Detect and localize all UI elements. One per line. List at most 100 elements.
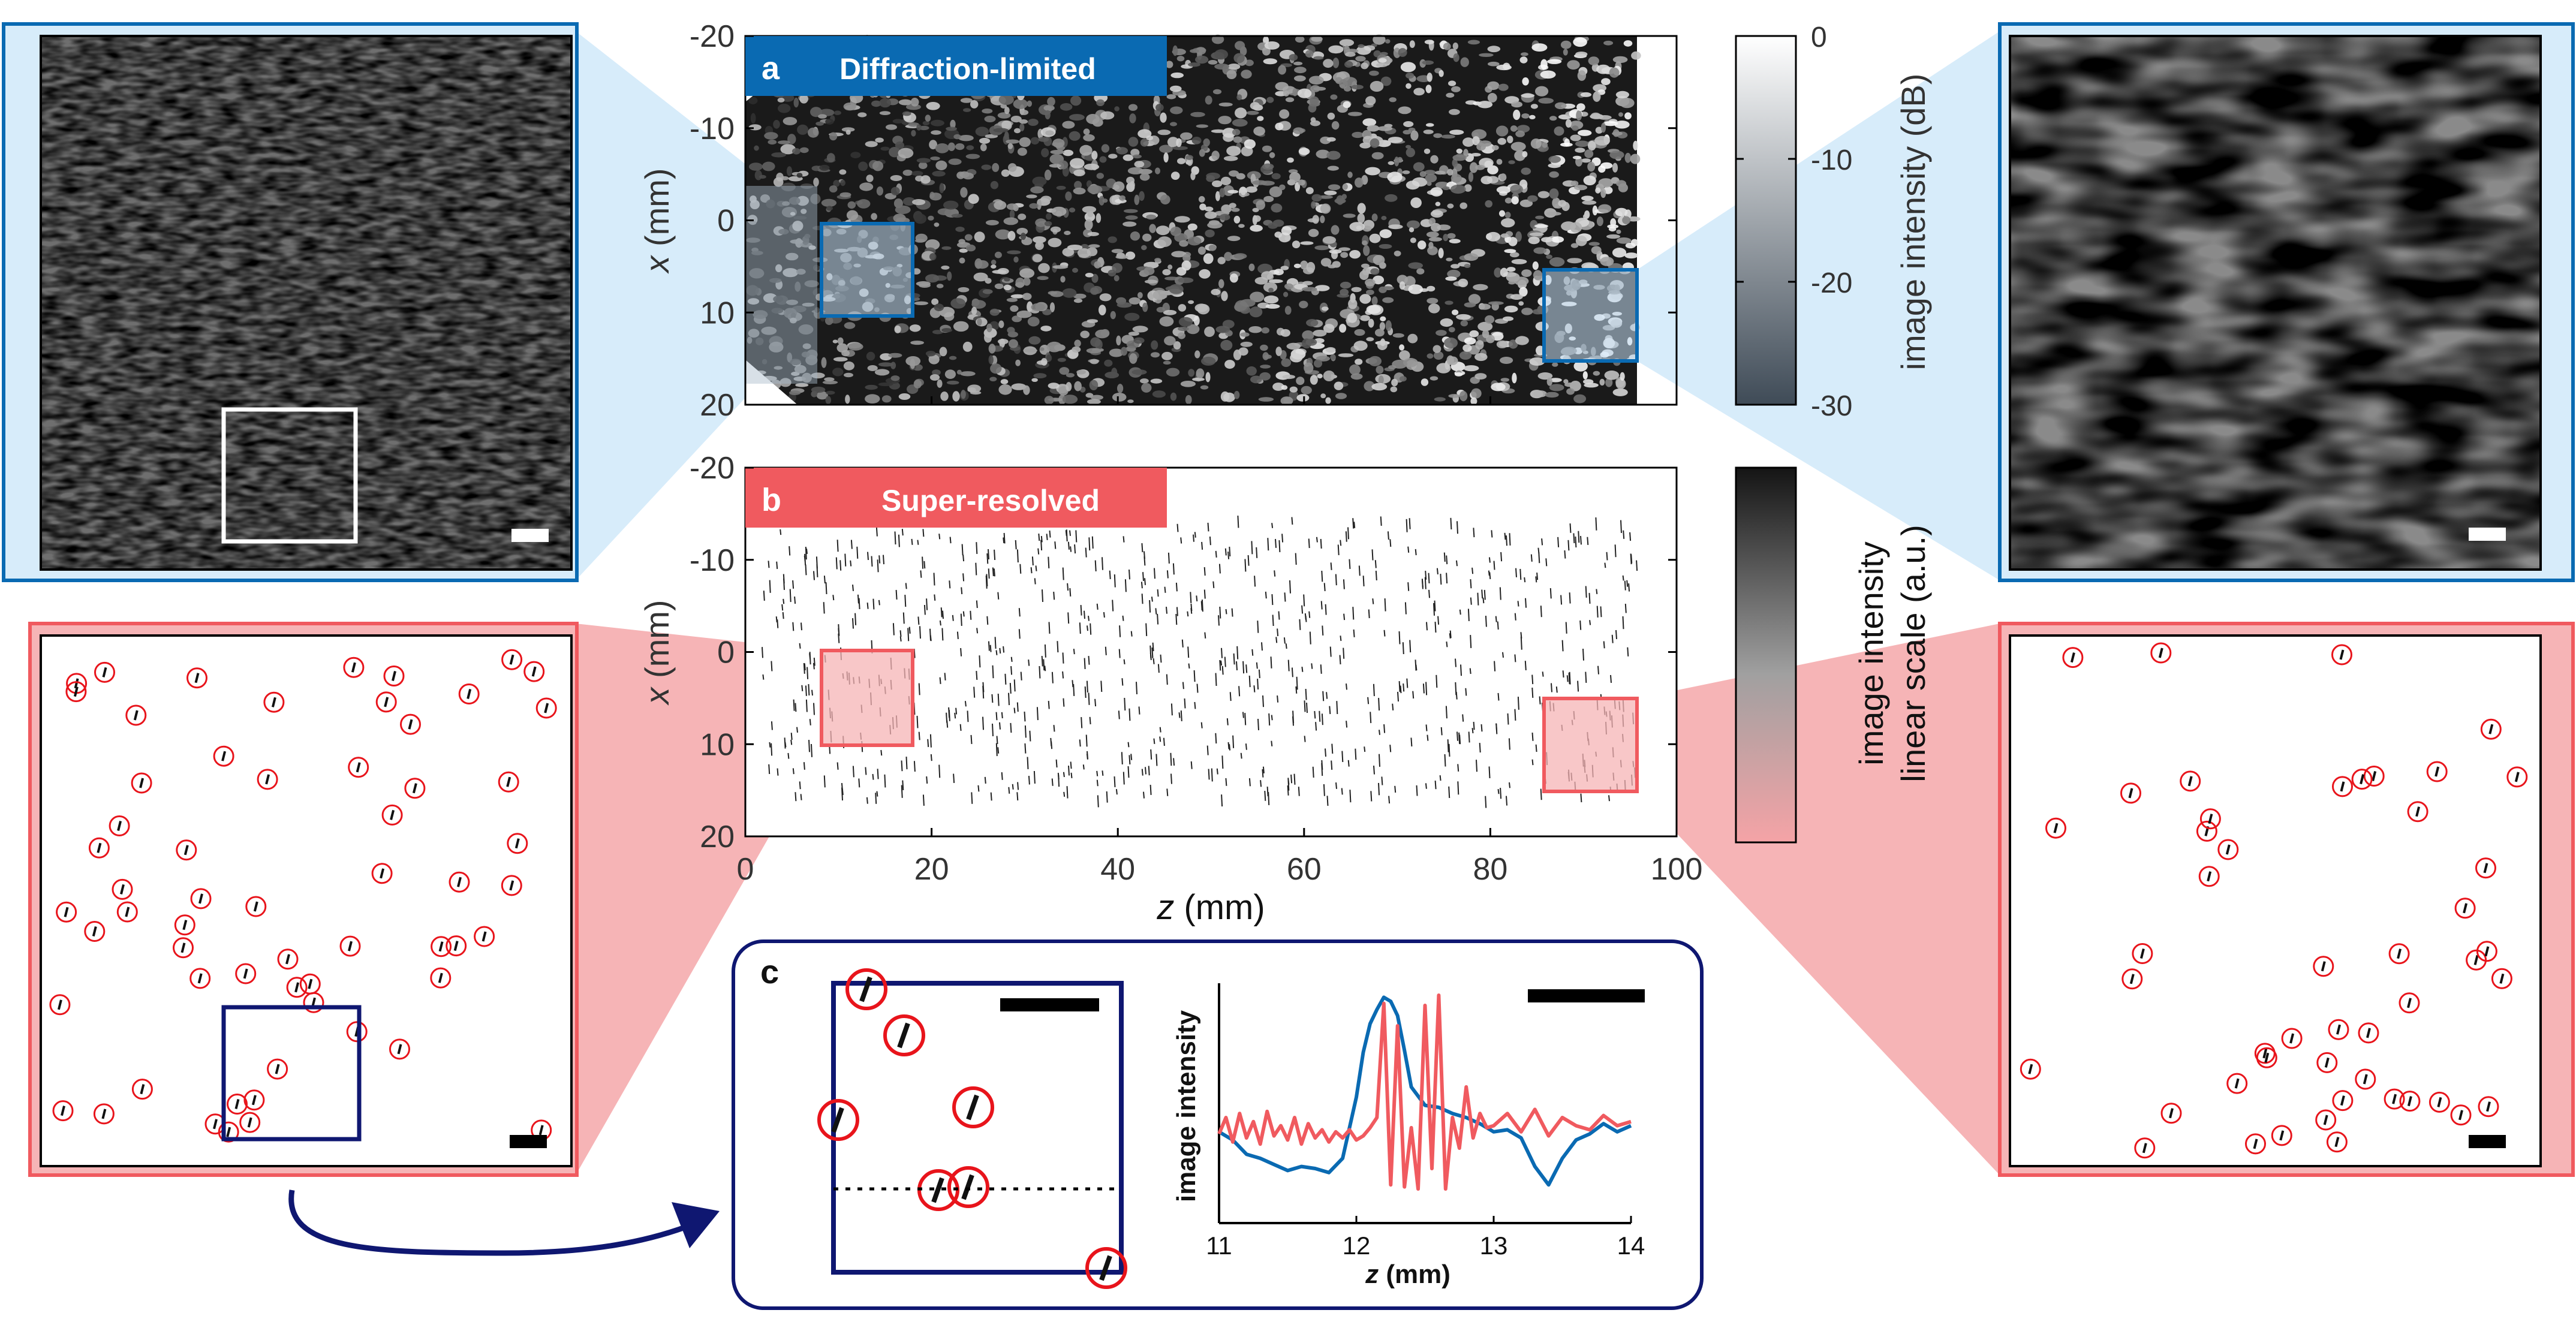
speckle-blob — [1378, 375, 1384, 384]
localization-point — [852, 766, 854, 778]
speckle-blob — [1492, 145, 1499, 150]
localization-point — [1233, 653, 1235, 665]
localization-circle — [2160, 1103, 2182, 1124]
speckle-blob — [1003, 217, 1019, 225]
speckle-blob — [796, 195, 809, 206]
speckle-blob — [1003, 284, 1012, 291]
speckle-blob — [1205, 211, 1217, 219]
localization-circle — [431, 936, 452, 957]
speckle-blob — [780, 378, 792, 387]
localization-point — [1473, 528, 1475, 538]
speckle-blob — [1519, 287, 1528, 297]
localization-circle — [189, 968, 211, 989]
speckle-blob — [1310, 85, 1320, 92]
localization-point — [1341, 751, 1344, 763]
localization-point — [1434, 600, 1436, 612]
speckle-blob — [1379, 322, 1386, 331]
localization-point — [1446, 573, 1448, 584]
localization-point — [939, 677, 941, 684]
speckle-blob — [1044, 396, 1054, 405]
speckle-blob — [1296, 377, 1305, 386]
localization-point — [1089, 716, 1091, 725]
speckle-blob — [1027, 317, 1040, 327]
speckle-blob — [934, 222, 940, 227]
speckle-blob — [1515, 336, 1529, 345]
speckle-blob — [1366, 290, 1374, 296]
speckle-blob — [1584, 383, 1599, 388]
localization-point — [1524, 577, 1526, 583]
localization-point — [1251, 649, 1254, 656]
speckle-blob — [1229, 203, 1236, 209]
speckle-blob — [1019, 119, 1028, 124]
speckle-blob — [1262, 163, 1274, 170]
speckle-blob — [1204, 206, 1214, 212]
speckle-blob — [1282, 375, 1295, 380]
speckle-blob — [1302, 287, 1317, 292]
localization-circle — [49, 994, 71, 1016]
localization-circle — [93, 1103, 115, 1125]
speckle-blob — [1421, 378, 1429, 386]
localization-circle — [84, 921, 106, 942]
localization-streak — [265, 774, 270, 785]
panel-b-title-banner — [745, 468, 1167, 528]
localization-streak — [2324, 1057, 2330, 1068]
speckle-blob — [1507, 135, 1513, 144]
speckle-left-haze — [745, 186, 817, 384]
speckle-blob — [1330, 354, 1336, 360]
speckle-blob — [1296, 394, 1310, 402]
speckle-blob — [1231, 207, 1240, 212]
localization-point — [1600, 606, 1602, 618]
speckle-blob — [826, 153, 835, 162]
speckle-blob — [1031, 303, 1045, 311]
localization-point — [977, 785, 980, 792]
localization-point — [986, 616, 989, 625]
speckle-blob — [1339, 79, 1348, 89]
localization-point — [1212, 581, 1215, 588]
localization-point — [1067, 583, 1069, 591]
speckle-blob — [1345, 52, 1356, 57]
localization-point — [1149, 600, 1151, 613]
speckle-blob — [1447, 168, 1453, 176]
speckle-blob — [1101, 144, 1110, 153]
speckle-blob — [1428, 303, 1440, 314]
speckle-blob — [1233, 136, 1242, 143]
speckle-blob — [1359, 315, 1370, 321]
localization-circle — [2217, 839, 2239, 860]
speckle-blob — [1338, 353, 1354, 357]
localization-streak — [2139, 948, 2145, 959]
speckle-blob — [1596, 216, 1603, 227]
localization-point — [1215, 550, 1217, 558]
speckle-blob — [1339, 324, 1347, 333]
speckle-blob — [1380, 316, 1386, 321]
localization-circle — [2199, 808, 2221, 830]
speckle-blob — [1449, 130, 1464, 135]
localization-streak — [408, 719, 413, 730]
speckle-blob — [1603, 121, 1618, 127]
localization-point — [780, 529, 782, 535]
speckle-blob — [1364, 381, 1375, 392]
speckle-blob — [751, 251, 763, 255]
localization-point — [1364, 746, 1366, 752]
speckle-blob — [1100, 111, 1115, 120]
localization-circle — [257, 769, 278, 790]
speckle-blob — [895, 205, 911, 215]
speckle-blob — [1161, 351, 1173, 360]
speckle-blob — [847, 201, 856, 209]
speckle-blob — [1062, 121, 1075, 129]
speckle-blob — [789, 197, 801, 205]
localization-streak — [57, 999, 62, 1010]
speckle-blob — [1096, 173, 1105, 179]
speckle-blob — [1306, 319, 1319, 327]
speckle-blob — [1187, 223, 1197, 231]
localization-streak — [2437, 1097, 2442, 1107]
speckle-blob — [1588, 242, 1600, 246]
speckle-blob — [1218, 116, 1232, 125]
speckle-blob — [1387, 171, 1403, 183]
speckle-blob — [1089, 380, 1099, 390]
speckle-blob — [1178, 317, 1193, 327]
speckle-blob — [1519, 199, 1533, 207]
speckle-blob — [1500, 233, 1509, 238]
speckle-blob — [1060, 276, 1066, 283]
speckle-blob — [1268, 222, 1278, 229]
localization-point — [850, 540, 853, 549]
